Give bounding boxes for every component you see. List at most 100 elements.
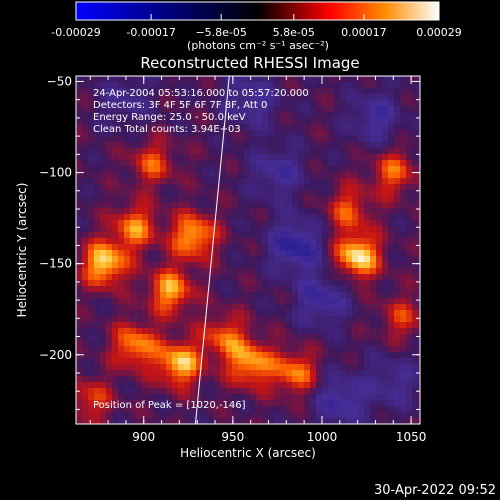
- heatmap-cell: [184, 316, 190, 322]
- heatmap-cell: [196, 262, 202, 268]
- heatmap-cell: [88, 400, 94, 406]
- heatmap-cell: [280, 106, 286, 112]
- heatmap-cell: [322, 316, 328, 322]
- heatmap-cell: [256, 334, 262, 340]
- heatmap-cell: [178, 280, 184, 286]
- heatmap-cell: [214, 118, 220, 124]
- heatmap-cell: [160, 76, 166, 82]
- heatmap-cell: [160, 154, 166, 160]
- heatmap-cell: [88, 220, 94, 226]
- heatmap-cell: [184, 214, 190, 220]
- heatmap-cell: [304, 94, 310, 100]
- heatmap-cell: [316, 358, 322, 364]
- heatmap-cell: [340, 94, 346, 100]
- heatmap-cell: [388, 190, 394, 196]
- heatmap-cell: [346, 418, 352, 424]
- heatmap-cell: [226, 220, 232, 226]
- heatmap-cell: [382, 124, 388, 130]
- heatmap-cell: [322, 106, 328, 112]
- heatmap-cell: [292, 322, 298, 328]
- heatmap-cell: [340, 382, 346, 388]
- heatmap-cell: [250, 190, 256, 196]
- heatmap-cell: [394, 382, 400, 388]
- heatmap-cell: [400, 184, 406, 190]
- heatmap-cell: [316, 316, 322, 322]
- heatmap-cell: [130, 250, 136, 256]
- heatmap-cell: [328, 196, 334, 202]
- heatmap-cell: [238, 352, 244, 358]
- heatmap-cell: [184, 400, 190, 406]
- heatmap-cell: [352, 322, 358, 328]
- heatmap-cell: [322, 214, 328, 220]
- heatmap-cell: [256, 244, 262, 250]
- heatmap-cell: [118, 418, 124, 424]
- heatmap-cell: [196, 292, 202, 298]
- heatmap-cell: [166, 310, 172, 316]
- heatmap-cell: [196, 328, 202, 334]
- heatmap-cell: [412, 412, 418, 418]
- heatmap-cell: [82, 358, 88, 364]
- heatmap-cell: [328, 376, 334, 382]
- heatmap-cell: [184, 88, 190, 94]
- heatmap-cell: [160, 136, 166, 142]
- heatmap-cell: [142, 328, 148, 334]
- heatmap-cell: [232, 160, 238, 166]
- heatmap-cell: [298, 214, 304, 220]
- heatmap-cell: [202, 214, 208, 220]
- heatmap-cell: [256, 304, 262, 310]
- heatmap-cell: [250, 274, 256, 280]
- heatmap-cell: [112, 406, 118, 412]
- heatmap-cell: [406, 346, 412, 352]
- heatmap-cell: [346, 268, 352, 274]
- heatmap-cell: [76, 328, 82, 334]
- heatmap-cell: [190, 292, 196, 298]
- heatmap-cell: [262, 304, 268, 310]
- heatmap-cell: [196, 316, 202, 322]
- heatmap-cell: [316, 94, 322, 100]
- heatmap-cell: [142, 124, 148, 130]
- heatmap-cell: [262, 124, 268, 130]
- heatmap-cell: [100, 202, 106, 208]
- heatmap-cell: [238, 136, 244, 142]
- heatmap-cell: [166, 346, 172, 352]
- heatmap-cell: [310, 202, 316, 208]
- heatmap-cell: [130, 400, 136, 406]
- heatmap-cell: [118, 184, 124, 190]
- heatmap-cell: [244, 160, 250, 166]
- heatmap-cell: [172, 190, 178, 196]
- heatmap-cell: [76, 310, 82, 316]
- heatmap-cell: [412, 94, 418, 100]
- heatmap-cell: [370, 142, 376, 148]
- heatmap-cell: [286, 142, 292, 148]
- heatmap-cell: [298, 364, 304, 370]
- heatmap-cell: [346, 166, 352, 172]
- heatmap-cell: [136, 220, 142, 226]
- heatmap-cell: [250, 112, 256, 118]
- heatmap-cell: [130, 238, 136, 244]
- heatmap-cell: [388, 220, 394, 226]
- heatmap-cell: [148, 100, 154, 106]
- heatmap-cell: [160, 274, 166, 280]
- heatmap-cell: [310, 388, 316, 394]
- heatmap-cell: [310, 274, 316, 280]
- heatmap-cell: [244, 394, 250, 400]
- heatmap-cell: [88, 124, 94, 130]
- heatmap-cell: [340, 370, 346, 376]
- heatmap-cell: [388, 88, 394, 94]
- heatmap-cell: [232, 382, 238, 388]
- heatmap-cell: [268, 310, 274, 316]
- heatmap-cell: [316, 172, 322, 178]
- heatmap-cell: [112, 94, 118, 100]
- heatmap-cell: [238, 166, 244, 172]
- heatmap-cell: [334, 202, 340, 208]
- heatmap-cell: [346, 346, 352, 352]
- heatmap-cell: [100, 376, 106, 382]
- heatmap-cell: [352, 280, 358, 286]
- heatmap-cell: [346, 238, 352, 244]
- heatmap-cell: [232, 154, 238, 160]
- heatmap-cell: [358, 202, 364, 208]
- heatmap-cell: [202, 388, 208, 394]
- heatmap-cell: [136, 148, 142, 154]
- heatmap-cell: [412, 244, 418, 250]
- peak-position-label: Position of Peak = [1020,-146]: [93, 400, 246, 411]
